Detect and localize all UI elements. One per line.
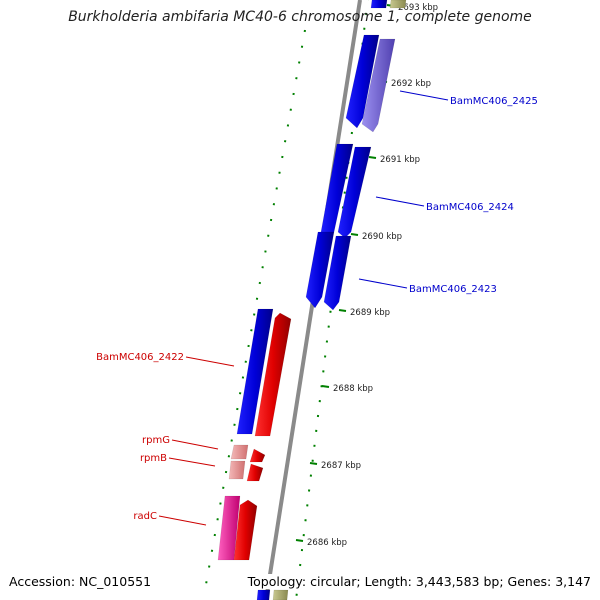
- gene-arrow-bam2425-a: [345, 34, 380, 129]
- gene-label: BamMC406_2423: [409, 284, 497, 295]
- gene-label: BamMC406_2422: [96, 352, 184, 363]
- gene-features: [217, 0, 407, 600]
- scale-tick-label: 2693 kbp: [398, 3, 438, 13]
- gene-label-leader: [375, 196, 425, 207]
- gene-arrow-rpmG: [230, 444, 249, 460]
- scale-tick-mark: [368, 156, 377, 159]
- gene-arrow-rpmB-partner: [246, 463, 264, 482]
- gene-arrow-bam2422: [236, 308, 274, 435]
- scale-tick-label: 2690 kbp: [362, 232, 402, 242]
- gene-arrow-olive-top: [389, 0, 407, 9]
- gene-label-leader: [185, 356, 235, 367]
- gene-arrow-bam2426: [370, 0, 388, 9]
- gene-arrow-rpmB: [228, 460, 246, 480]
- gene-arrow-bottom-blue: [256, 589, 271, 600]
- gene-arrow-bam2423-b: [323, 235, 352, 311]
- gene-arrow-bam2424-b: [337, 146, 372, 239]
- gene-label: BamMC406_2425: [450, 96, 538, 107]
- gene-label: rpmB: [140, 453, 167, 464]
- genome-summary-text: Topology: circular; Length: 3,443,583 bp…: [247, 574, 591, 589]
- gene-arrow-bam2425-b: [361, 38, 396, 133]
- gene-label-leader: [358, 278, 408, 289]
- scale-tick-mark: [295, 539, 304, 542]
- gene-label-leader: [171, 439, 219, 450]
- gene-label: rpmG: [142, 435, 170, 446]
- scale-ticks: 2693 kbp 2692 kbp 2691 kbp 2690 kbp 2689 kbp…: [295, 3, 438, 548]
- scale-tick-label: 2688 kbp: [333, 384, 373, 394]
- gene-label-leader: [158, 515, 207, 526]
- gene-label-leader: [399, 90, 449, 101]
- gene-arrow-radC-partner: [233, 499, 258, 561]
- gene-label: BamMC406_2424: [426, 202, 514, 213]
- scale-tick-mark: [321, 385, 330, 388]
- gene-arrow-rpmG-partner: [249, 448, 266, 463]
- scale-tick-label: 2686 kbp: [307, 538, 347, 548]
- gene-label: radC: [133, 511, 157, 522]
- map-title: Burkholderia ambifaria MC40-6 chromosome…: [68, 9, 532, 25]
- gene-arrow-bam2423-a: [305, 231, 335, 309]
- scale-tick-label: 2689 kbp: [350, 308, 390, 318]
- scale-tick-mark: [350, 233, 359, 236]
- accession-text: Accession: NC_010551: [9, 574, 152, 589]
- scale-tick-label: 2692 kbp: [391, 79, 431, 89]
- scale-tick-label: 2691 kbp: [380, 155, 420, 165]
- gene-arrow-bottom-olive: [272, 589, 289, 600]
- scale-tick-label: 2687 kbp: [321, 461, 361, 471]
- scale-tick-mark: [338, 309, 347, 312]
- scale-tick-mark: [309, 462, 318, 465]
- gene-label-leader: [168, 457, 216, 467]
- gene-arrow-bam2422-partner: [254, 312, 292, 437]
- gene-labels: BamMC406_2425 BamMC406_2424 BamMC406_2423 B…: [96, 90, 538, 526]
